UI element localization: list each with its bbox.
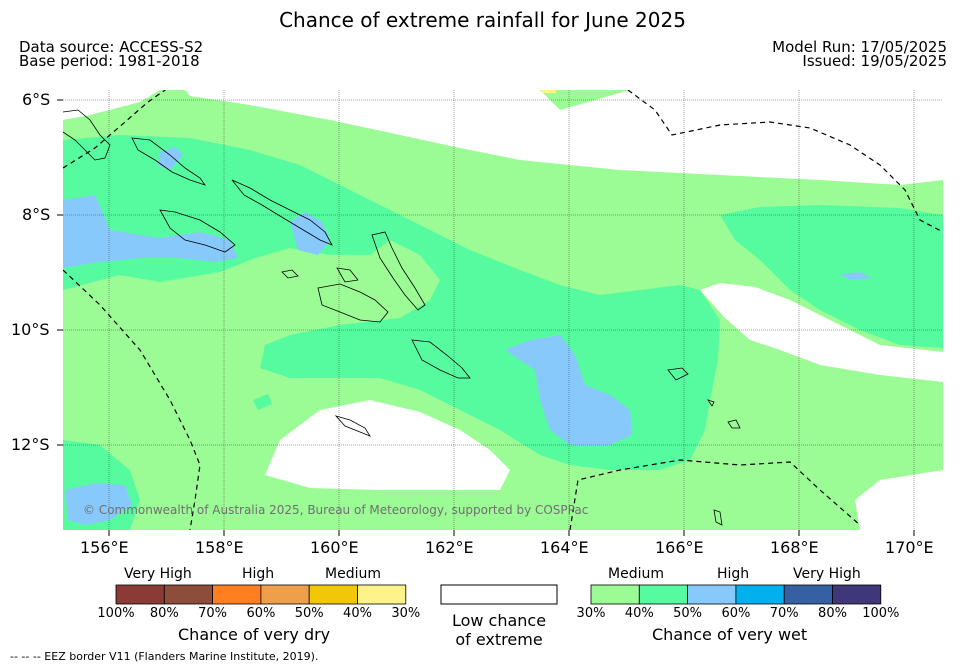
dry-patch	[542, 90, 556, 93]
low-zone-se	[855, 470, 943, 530]
dry-tick-label: 30%	[391, 606, 421, 621]
lon-label: 158°E	[195, 538, 244, 557]
lon-label: 166°E	[655, 538, 704, 557]
model-run: Model Run: 17/05/2025	[772, 38, 947, 56]
wet-color-swatch	[687, 584, 737, 605]
dry-color-swatch	[163, 584, 214, 605]
low-chance-box	[440, 584, 558, 605]
wet-tick-label: 80%	[818, 606, 847, 621]
dry-tick-label: 80%	[149, 606, 179, 621]
chart-title: Chance of extreme rainfall for June 2025	[279, 8, 686, 32]
dry-tick-label: 40%	[343, 606, 372, 621]
lat-label: 6°S	[22, 90, 51, 109]
wet-color-swatch	[590, 584, 640, 605]
dry-legend-title: Chance of very dry	[178, 625, 331, 644]
lat-label: 8°S	[22, 205, 51, 224]
base-period: Base period: 1981-2018	[19, 52, 200, 70]
dry-color-swatch	[115, 584, 165, 605]
dry-color-swatch	[357, 584, 407, 605]
wet-group-label: High	[717, 566, 750, 582]
wet-color-swatch	[783, 584, 833, 605]
meta-right: Model Run: 17/05/2025 Issued: 19/05/2025	[772, 38, 947, 70]
wet-50-zone-east	[840, 272, 872, 280]
wet-color-swatch	[735, 584, 785, 605]
dry-group-label: Medium	[325, 566, 381, 582]
lat-label: 10°S	[11, 320, 50, 339]
wet-50-zone-patch2	[158, 147, 183, 170]
low-legend-line1: Low chance	[451, 611, 547, 630]
axis-ticks	[57, 99, 915, 536]
wet-50-zone-patch1	[290, 212, 330, 255]
issued-date: Issued: 19/05/2025	[802, 52, 947, 70]
dry-color-swatch	[212, 584, 262, 605]
high-wet-zone-east	[720, 205, 943, 348]
wet-colorbar	[590, 584, 882, 605]
low-zone-nw	[63, 90, 160, 120]
graticule	[63, 90, 943, 530]
wet-tick-label: 50%	[673, 606, 703, 621]
copyright-credit: © Commonwealth of Australia 2025, Bureau…	[83, 503, 589, 517]
lon-label: 170°E	[885, 538, 934, 557]
wet-tick-label: 30%	[576, 606, 606, 621]
low-zone-north	[185, 90, 943, 185]
dry-group-label: Very High	[124, 566, 192, 582]
low-legend-line2: of extreme	[455, 630, 543, 649]
wet-color-swatch	[832, 584, 882, 605]
wet-tick-label: 100%	[862, 606, 900, 621]
dry-tick-label: 100%	[97, 606, 135, 621]
dry-color-swatch	[308, 584, 358, 605]
high-wet-zone-patch	[253, 394, 272, 410]
wet-tick-label: 70%	[769, 606, 799, 621]
lon-label: 168°E	[770, 538, 819, 557]
lon-label: 162°E	[425, 538, 474, 557]
low-zone-east	[700, 283, 943, 382]
wet-group-label: Medium	[608, 566, 664, 582]
eez-borders	[63, 90, 943, 530]
wet-group-label: Very High	[793, 566, 861, 582]
coastlines	[63, 109, 741, 526]
lon-label: 160°E	[310, 538, 359, 557]
dry-group-label: High	[242, 566, 275, 582]
wet-color-swatch	[638, 584, 688, 605]
dry-color-swatch	[260, 584, 310, 605]
wet-50-zone-sw	[65, 483, 132, 525]
dry-colorbar	[115, 584, 407, 605]
wet-tick-label: 60%	[721, 606, 751, 621]
dry-tick-label: 50%	[294, 606, 324, 621]
map-area	[63, 90, 943, 530]
meta-left: Data source: ACCESS-S2 Base period: 1981…	[19, 38, 204, 70]
wet-tick-label: 40%	[624, 606, 654, 621]
eez-footnote: -- -- -- EEZ border V11 (Flanders Marine…	[10, 650, 319, 663]
dry-tick-label: 60%	[246, 606, 276, 621]
lat-label: 12°S	[11, 435, 50, 454]
data-source: Data source: ACCESS-S2	[19, 38, 204, 56]
wet-legend-title: Chance of very wet	[652, 625, 808, 644]
wet-50-zone-central	[505, 335, 632, 445]
lon-label: 164°E	[540, 538, 589, 557]
wet-50-zone-west	[63, 195, 238, 268]
lon-label: 156°E	[80, 538, 129, 557]
dry-tick-label: 70%	[198, 606, 228, 621]
